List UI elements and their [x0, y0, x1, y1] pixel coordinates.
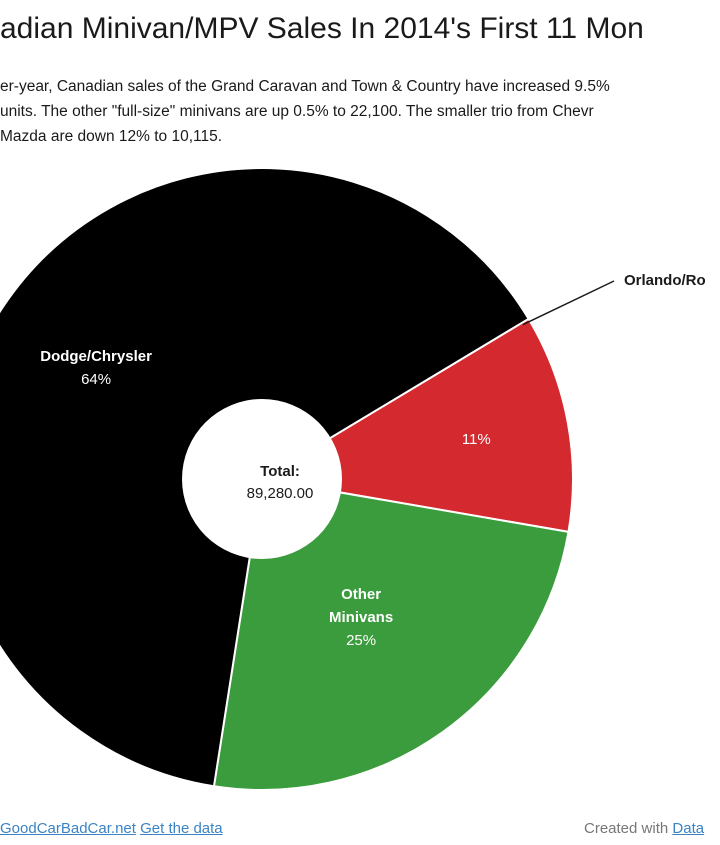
footer-credit: Created with Data — [584, 820, 704, 837]
tool-link[interactable]: Data — [672, 820, 705, 837]
slice-label-other-minivans: Other Minivans 25% — [329, 586, 393, 649]
center-total-label: Total: — [260, 463, 300, 480]
created-with-text: Created with — [584, 820, 669, 837]
footer-source: GoodCarBadCar.net Get the data — [0, 820, 223, 837]
source-link[interactable]: GoodCarBadCar.net — [0, 820, 136, 837]
description-line-2: units. The other "full-size" minivans ar… — [0, 103, 594, 120]
get-data-link[interactable]: Get the data — [140, 820, 223, 837]
center-total-value: 89,280.00 — [247, 485, 314, 502]
chart-title: adian Minivan/MPV Sales In 2014's First … — [0, 12, 644, 45]
slice-other-minivans[interactable] — [212, 477, 570, 791]
slice-label-dodge-chrysler: Dodge/Chrysler 64% — [40, 348, 152, 388]
callout-line — [522, 280, 615, 326]
callout-label: Orlando/Ro — [624, 272, 706, 289]
chart-description: er-year, Canadian sales of the Grand Car… — [0, 74, 720, 149]
slice-label-orlando-ro: 11% — [462, 431, 491, 448]
description-line-3: Mazda are down 12% to 10,115. — [0, 128, 223, 145]
description-line-1: er-year, Canadian sales of the Grand Car… — [0, 78, 610, 95]
donut-hole — [182, 399, 342, 559]
